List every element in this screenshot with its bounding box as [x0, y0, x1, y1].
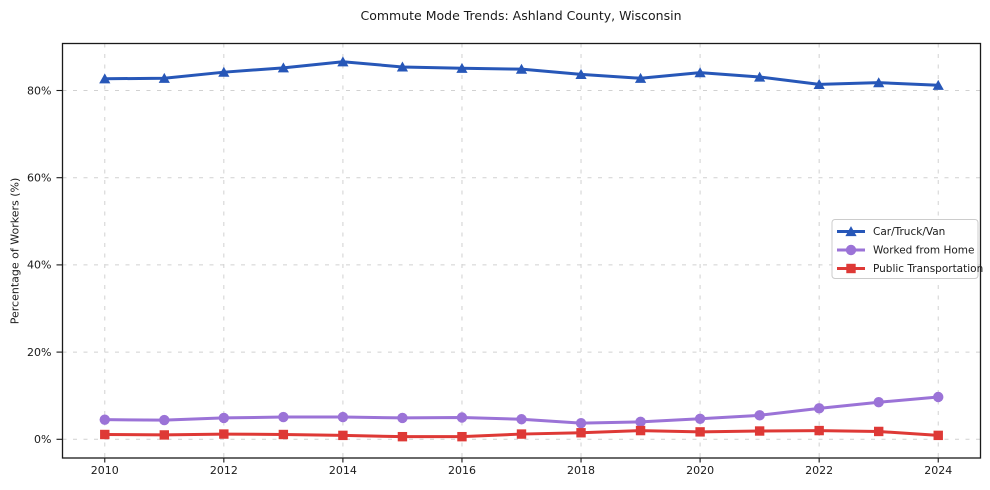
x-tick-label: 2024 — [924, 464, 952, 477]
triangle-marker — [337, 56, 349, 67]
y-tick-label: 80% — [27, 84, 51, 97]
square-marker — [100, 429, 110, 440]
triangle-marker — [515, 63, 528, 74]
circle-marker — [635, 416, 646, 428]
legend-label: Worked from Home — [873, 245, 974, 257]
x-tick-label: 2020 — [686, 464, 714, 477]
series-car-truck-van — [99, 56, 944, 90]
y-tick-label: 60% — [27, 171, 51, 184]
series-public-transportation — [100, 425, 943, 442]
triangle-marker — [456, 62, 468, 73]
legend-label: Car/Truck/Van — [873, 226, 945, 238]
y-tick-label: 40% — [27, 259, 51, 272]
triangle-marker — [277, 62, 289, 73]
circle-marker — [516, 414, 527, 425]
chart-title: Commute Mode Trends: Ashland County, Wis… — [360, 8, 682, 23]
circle-marker — [218, 412, 230, 424]
legend-item-public-transportation: Public Transportation — [837, 263, 983, 275]
circle-marker — [694, 413, 706, 425]
x-tick-label: 2014 — [329, 464, 357, 477]
series-worked-from-home — [99, 391, 944, 429]
circle-marker — [933, 391, 944, 403]
axis-ticks — [56, 89, 939, 463]
circle-marker — [754, 410, 765, 421]
circle-marker — [99, 414, 110, 425]
square-marker — [338, 430, 348, 441]
triangle-marker — [932, 79, 944, 90]
square-marker — [219, 429, 229, 439]
circle-marker — [845, 244, 857, 256]
square-marker — [846, 263, 856, 274]
y-tick-label: 0% — [34, 433, 51, 446]
y-tick-label: 20% — [27, 346, 51, 359]
axis-tick-labels: 2010 2012 2014 2016 2018 2020 2022 2024 0% 20% 40%… — [27, 84, 952, 477]
triangle-marker — [99, 73, 111, 84]
x-tick-label: 2016 — [448, 464, 476, 477]
square-marker — [516, 429, 527, 439]
square-marker — [576, 428, 586, 438]
triangle-marker — [634, 72, 647, 83]
x-tick-label: 2010 — [91, 464, 119, 477]
x-tick-label: 2022 — [805, 464, 833, 477]
triangle-marker — [158, 72, 170, 83]
circle-marker — [575, 417, 587, 429]
square-marker — [814, 425, 824, 436]
circle-marker — [278, 411, 289, 423]
plot-frame — [61, 42, 982, 459]
square-marker — [457, 431, 467, 442]
circle-marker — [813, 403, 825, 414]
triangle-marker — [694, 67, 706, 78]
circle-marker — [456, 412, 468, 423]
circle-marker — [873, 397, 884, 408]
triangle-marker — [575, 68, 587, 79]
triangle-marker — [754, 71, 766, 82]
legend-item-car-truck-van: Car/Truck/Van — [837, 226, 945, 238]
triangle-marker — [845, 226, 857, 237]
triangle-marker — [873, 77, 885, 88]
legend-label: Public Transportation — [873, 263, 983, 275]
circle-marker — [397, 412, 408, 424]
x-tick-label: 2012 — [210, 464, 238, 477]
triangle-marker — [396, 61, 409, 72]
legend-item-worked-from-home: Worked from Home — [837, 245, 974, 257]
square-marker — [754, 426, 765, 436]
square-marker — [159, 430, 170, 440]
square-marker — [933, 430, 943, 441]
legend-box — [831, 219, 979, 279]
square-marker — [397, 431, 408, 442]
triangle-marker — [218, 66, 230, 77]
square-marker — [695, 427, 705, 437]
circle-marker — [337, 411, 349, 423]
square-marker — [873, 426, 884, 437]
legend: Car/Truck/Van Worked from Home Public Tran… — [831, 219, 983, 279]
square-marker — [278, 429, 289, 440]
square-marker — [635, 425, 646, 436]
circle-marker — [159, 414, 170, 426]
triangle-marker — [813, 78, 825, 89]
x-tick-label: 2018 — [567, 464, 595, 477]
